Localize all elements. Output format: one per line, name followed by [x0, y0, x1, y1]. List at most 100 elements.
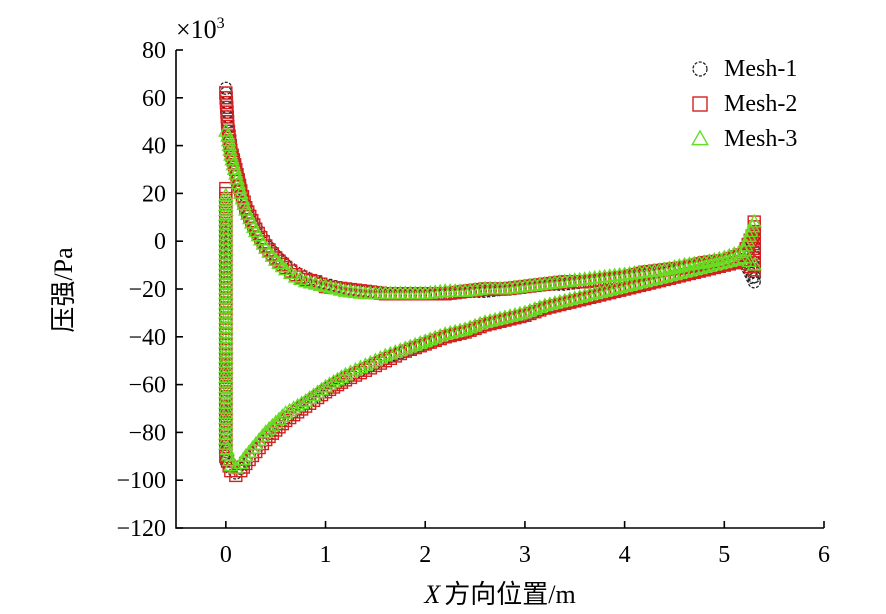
- y-axis-label: 压强/Pa: [49, 247, 78, 333]
- x-tick-label: 1: [320, 542, 332, 568]
- data-point: [218, 415, 234, 430]
- data-point: [237, 447, 254, 462]
- data-point: [746, 256, 763, 271]
- data-point: [218, 187, 234, 202]
- data-point: [218, 295, 234, 309]
- data-point: [427, 329, 443, 344]
- data-point: [218, 265, 234, 280]
- data-point: [251, 432, 267, 446]
- x-tick-label: 5: [718, 542, 730, 568]
- data-point: [218, 241, 234, 256]
- data-point: [527, 300, 543, 315]
- axis-frame: [175, 50, 824, 529]
- x-tick-label: 6: [818, 542, 830, 568]
- data-point: [229, 468, 243, 483]
- data-point: [218, 280, 234, 295]
- data-point: [226, 161, 243, 176]
- data-point: [218, 255, 234, 270]
- data-point: [230, 175, 247, 190]
- data-point: [731, 244, 748, 259]
- data-point: [218, 216, 234, 231]
- data-point: [621, 277, 638, 291]
- data-point: [402, 338, 419, 353]
- data-point: [218, 290, 234, 304]
- data-point: [218, 285, 234, 300]
- data-point: [552, 293, 568, 308]
- data-point: [317, 378, 334, 393]
- data-point: [472, 315, 488, 330]
- x-tick-label: 4: [619, 542, 631, 568]
- data-point: [302, 274, 319, 289]
- data-point: [692, 96, 708, 112]
- data-point: [285, 400, 302, 415]
- data-point: [271, 255, 287, 270]
- data-point: [218, 270, 234, 285]
- data-point: [626, 275, 643, 290]
- data-point: [221, 452, 238, 467]
- data-point: [641, 272, 658, 287]
- data-point: [557, 292, 573, 307]
- data-point: [264, 248, 281, 262]
- legend-label: Mesh-2: [724, 91, 797, 117]
- data-point: [601, 281, 618, 296]
- data-point: [277, 404, 294, 419]
- data-point: [218, 197, 234, 212]
- data-point: [726, 251, 743, 266]
- data-point: [317, 278, 334, 293]
- data-point: [325, 373, 342, 388]
- data-point: [596, 283, 613, 297]
- data-point: [452, 322, 468, 337]
- data-point: [257, 240, 274, 254]
- data-point: [497, 309, 513, 324]
- data-point: [218, 359, 234, 374]
- data-point: [218, 420, 234, 435]
- data-point: [711, 255, 728, 270]
- legend-entry-mesh-1: Mesh-1: [692, 56, 797, 82]
- data-point: [218, 299, 234, 314]
- data-point: [218, 405, 234, 419]
- data-point: [218, 374, 234, 389]
- data-point: [377, 347, 394, 362]
- data-point: [646, 271, 663, 285]
- data-point: [736, 242, 753, 257]
- data-point: [218, 211, 234, 226]
- data-point: [218, 192, 234, 207]
- data-point: [289, 397, 306, 412]
- data-point: [218, 344, 234, 359]
- data-point: [571, 289, 588, 303]
- data-point: [492, 310, 508, 325]
- y-tick-label: −120: [116, 516, 166, 542]
- data-point: [218, 275, 234, 290]
- x-axis-label-text: 方向位置/m: [444, 580, 575, 609]
- data-point: [701, 257, 718, 272]
- data-point: [322, 279, 339, 294]
- data-point: [218, 314, 234, 329]
- data-point: [706, 256, 723, 271]
- data-point: [731, 250, 748, 265]
- data-point: [218, 246, 234, 260]
- x-axis-label-italic: X: [423, 580, 441, 609]
- x-tick-label: 3: [519, 542, 531, 568]
- data-point: [457, 321, 473, 336]
- data-point: [517, 304, 533, 319]
- data-point: [218, 319, 234, 334]
- legend-label: Mesh-3: [724, 126, 797, 152]
- data-point: [432, 327, 448, 342]
- data-point: [666, 266, 683, 281]
- data-point: [576, 287, 593, 302]
- data-point: [218, 369, 234, 383]
- data-point: [507, 306, 523, 321]
- data-point: [537, 297, 553, 312]
- data-point: [218, 425, 234, 440]
- data-point: [241, 443, 257, 458]
- data-point: [387, 344, 404, 358]
- data-point: [233, 185, 249, 199]
- x-tick-label: 2: [419, 542, 431, 568]
- data-point: [721, 253, 738, 268]
- legend-label: Mesh-1: [724, 56, 797, 82]
- data-point: [218, 379, 234, 394]
- y-tick-label: −60: [128, 373, 166, 399]
- data-point: [218, 329, 234, 344]
- data-point: [651, 269, 668, 284]
- data-point: [218, 207, 234, 221]
